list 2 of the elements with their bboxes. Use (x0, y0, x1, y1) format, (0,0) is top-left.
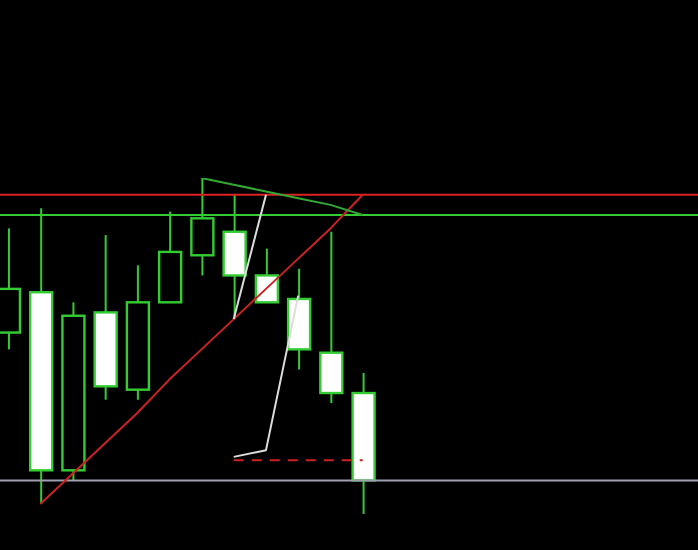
candlestick (254, 247, 280, 304)
candlestick (319, 230, 344, 405)
